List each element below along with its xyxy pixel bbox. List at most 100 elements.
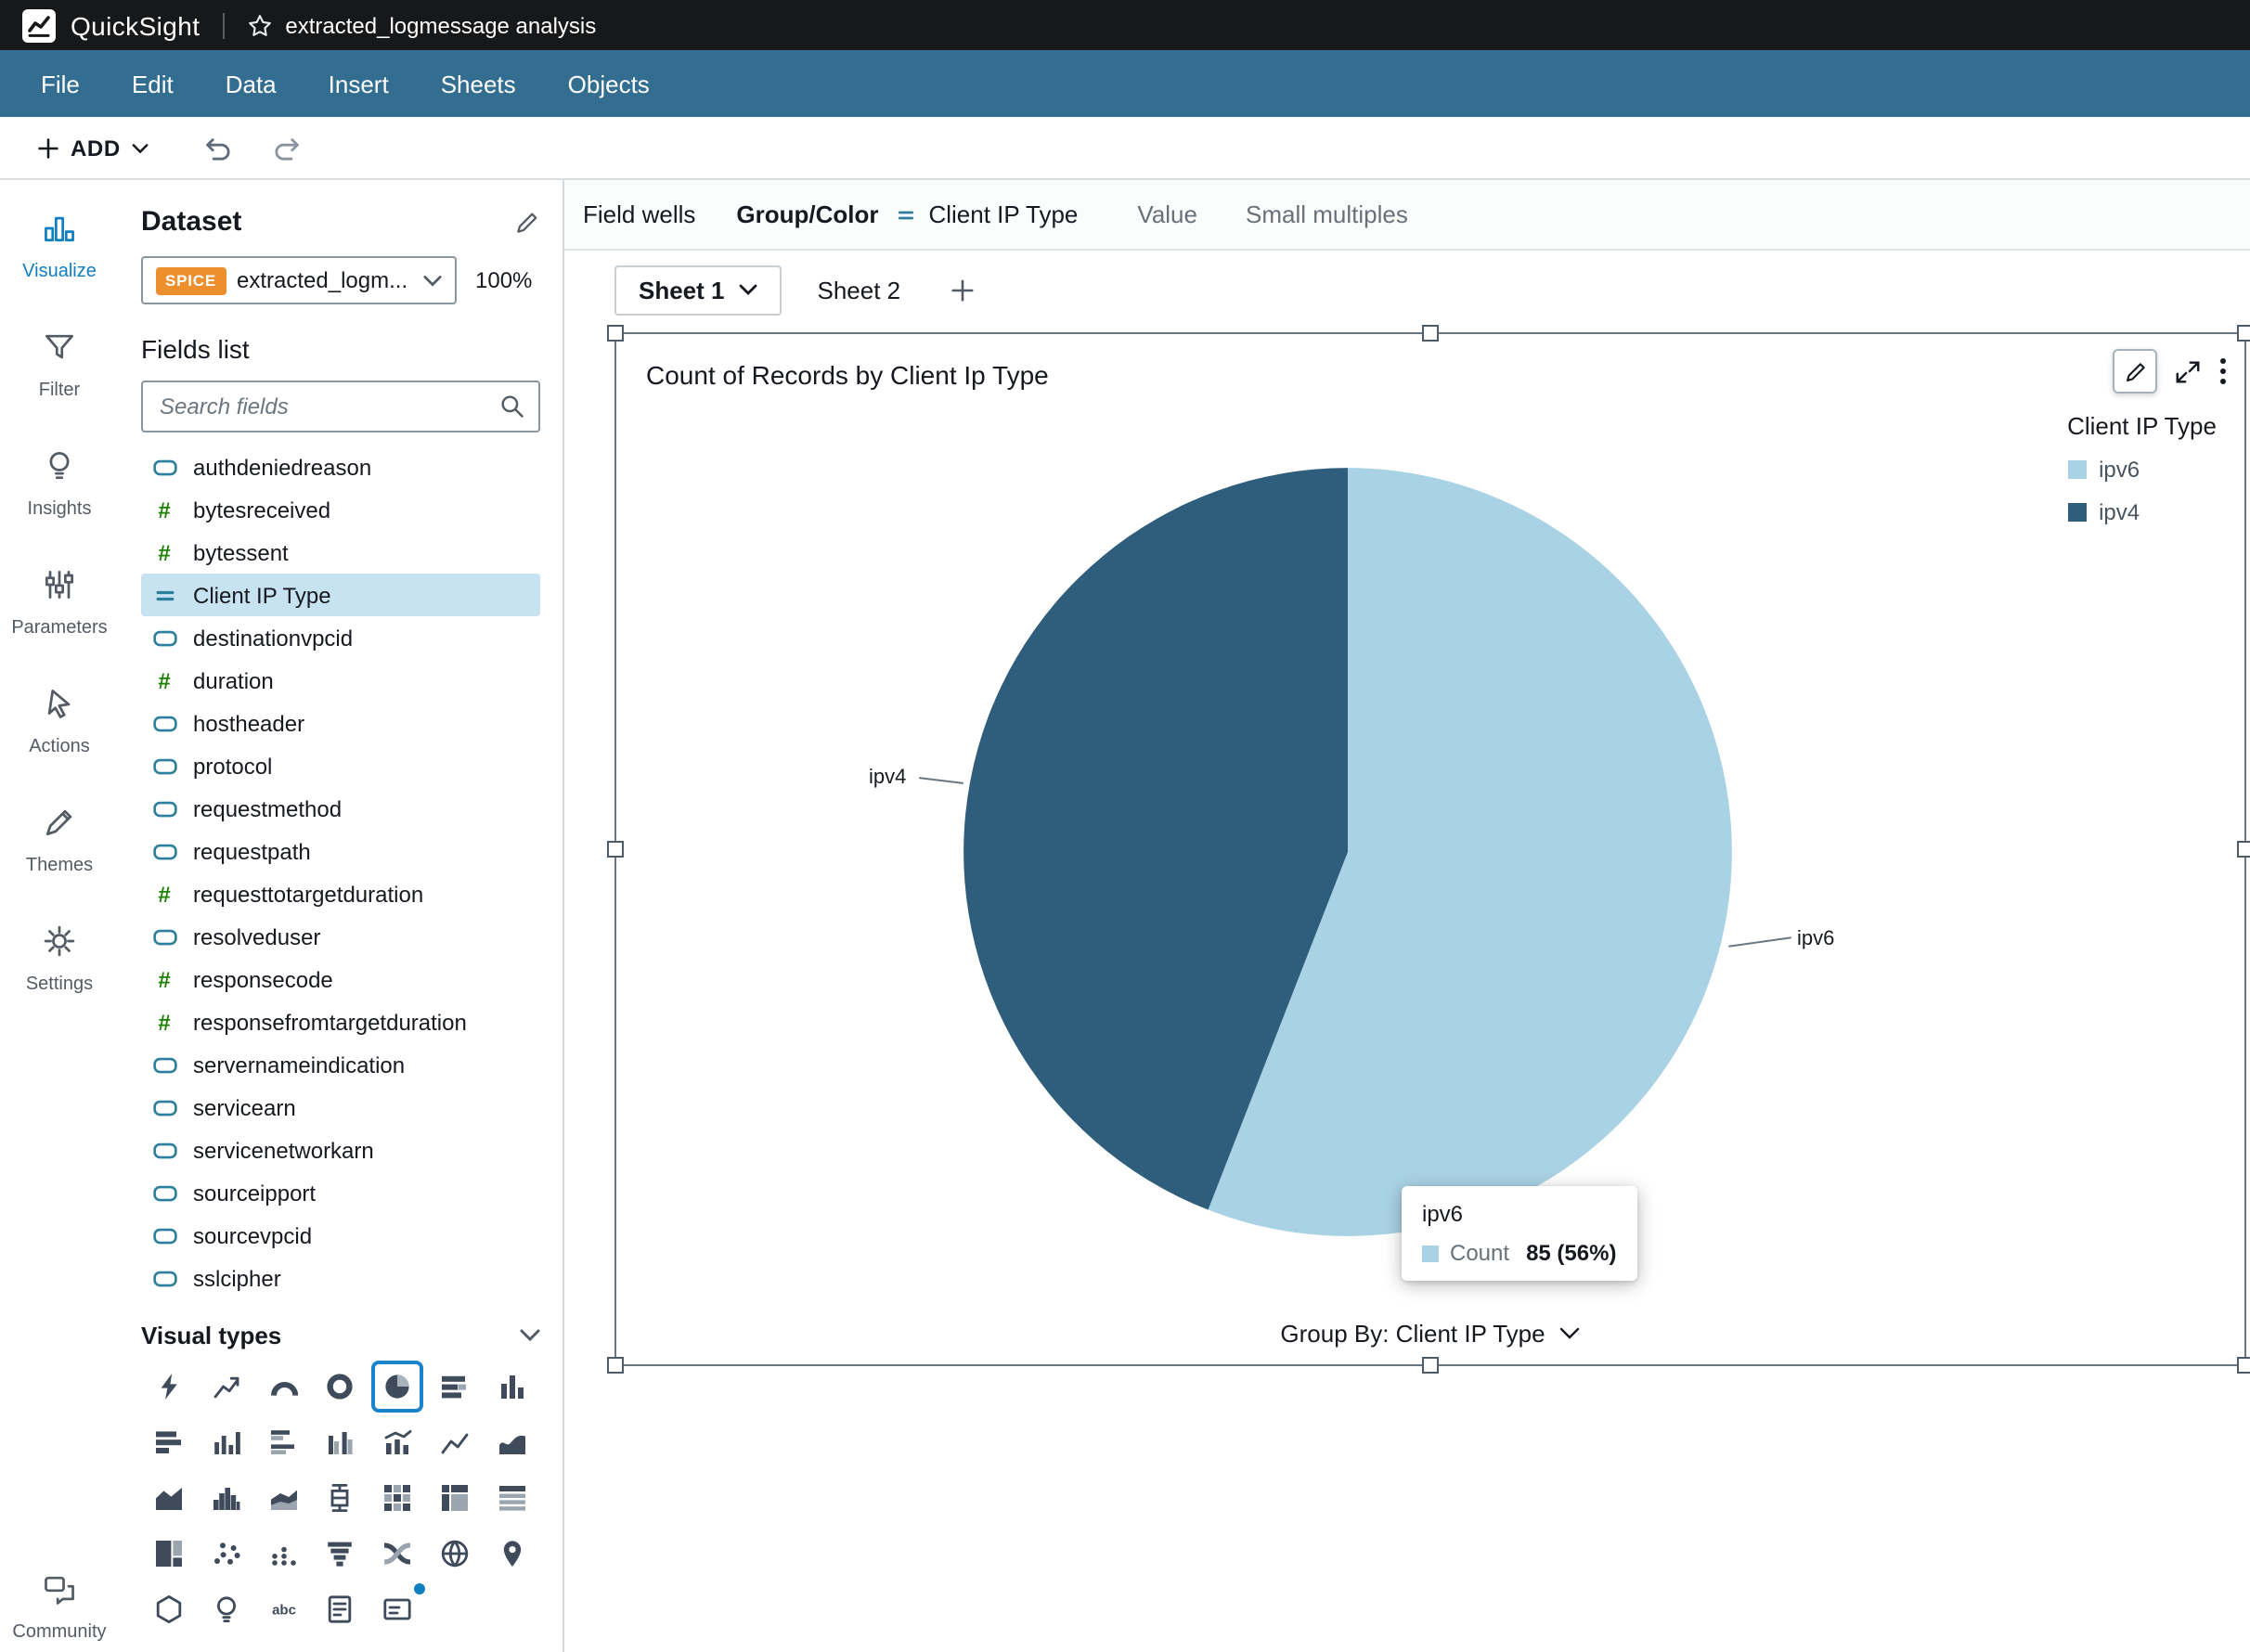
visual-type-stacked-area-icon[interactable] [262, 1476, 306, 1520]
visual-type-narrative-icon[interactable] [318, 1587, 363, 1632]
visual-type-bar-h-icon[interactable] [148, 1420, 192, 1465]
visual-type-donut-icon[interactable] [318, 1364, 363, 1409]
tab-sheet-2[interactable]: Sheet 2 [817, 276, 901, 303]
visual-type-pivot-table-icon[interactable] [433, 1476, 477, 1520]
field-item-protocol[interactable]: protocol [141, 744, 540, 787]
small-multiples-well-label[interactable]: Small multiples [1246, 200, 1408, 228]
visual-type-heatmap-icon[interactable] [375, 1476, 420, 1520]
visual-type-histogram-icon[interactable] [204, 1476, 249, 1520]
visual-type-insight-bulb-icon[interactable] [204, 1587, 249, 1632]
number-field-icon: # [158, 667, 171, 693]
pie-slice-ipv4[interactable] [963, 468, 1348, 1210]
visual-type-bar-v-icon[interactable] [489, 1364, 534, 1409]
pie-slice-ipv6[interactable] [1208, 468, 1732, 1236]
menu-sheets[interactable]: Sheets [440, 70, 516, 97]
nav-settings[interactable]: Settings [26, 923, 93, 995]
visual-type-pie-icon[interactable] [371, 1361, 424, 1413]
value-well-label[interactable]: Value [1137, 200, 1197, 228]
field-item-servernameindication[interactable]: servernameindication [141, 1043, 540, 1086]
visual-type-bar-h-multi-icon[interactable] [262, 1420, 306, 1465]
undo-button[interactable] [200, 134, 232, 161]
resize-handle[interactable] [607, 1357, 624, 1374]
menu-edit[interactable]: Edit [131, 70, 174, 97]
nav-filter[interactable]: Filter [39, 329, 80, 401]
maximize-visual-button[interactable] [2174, 357, 2202, 385]
menu-insert[interactable]: Insert [328, 70, 389, 97]
field-item-duration[interactable]: # duration [141, 659, 540, 702]
favorite-star-icon[interactable] [246, 12, 272, 38]
redo-button[interactable] [273, 134, 304, 161]
visual-type-gauge-icon[interactable] [262, 1364, 306, 1409]
field-item-responsecode[interactable]: # responsecode [141, 958, 540, 1000]
group-by-selector[interactable]: Group By: Client IP Type [616, 1320, 2244, 1348]
group-color-field-pill[interactable]: Client IP Type [895, 200, 1078, 228]
field-item-resolveduser[interactable]: resolveduser [141, 915, 540, 958]
add-sheet-button[interactable] [936, 270, 989, 309]
visual-type-trend-up-icon[interactable] [204, 1364, 249, 1409]
edit-visual-button[interactable] [2113, 349, 2157, 394]
menu-objects[interactable]: Objects [567, 70, 650, 97]
visual-type-funnel-icon[interactable] [318, 1531, 363, 1576]
visual-type-table-icon[interactable] [489, 1476, 534, 1520]
resize-handle[interactable] [2237, 1357, 2250, 1374]
resize-handle[interactable] [1422, 1357, 1439, 1374]
resize-handle[interactable] [2237, 841, 2250, 858]
visual-type-bar-v-paired-icon[interactable] [318, 1420, 363, 1465]
visual-type-filled-map-icon[interactable] [433, 1531, 477, 1576]
visual-type-bolt-icon[interactable] [148, 1364, 192, 1409]
visual-types-header[interactable]: Visual types [141, 1322, 540, 1349]
menu-data[interactable]: Data [225, 70, 277, 97]
field-item-servicearn[interactable]: servicearn [141, 1086, 540, 1129]
visual-type-points-map-icon[interactable] [489, 1531, 534, 1576]
field-item-requesttotargetduration[interactable]: # requesttotargetduration [141, 872, 540, 915]
tab-sheet-1[interactable]: Sheet 1 [614, 265, 782, 315]
field-item-responsefromtargetduration[interactable]: # responsefromtargetduration [141, 1000, 540, 1043]
nav-community[interactable]: Community [12, 1570, 107, 1643]
nav-themes[interactable]: Themes [26, 804, 93, 876]
visual-type-area-icon[interactable] [148, 1476, 192, 1520]
field-item-sslcipher[interactable]: sslcipher [141, 1257, 540, 1299]
visual-type-bar-v-small-icon[interactable] [204, 1420, 249, 1465]
visual-type-bar-h-stacked-icon[interactable] [433, 1364, 477, 1409]
field-item-hostheader[interactable]: hostheader [141, 702, 540, 744]
field-item-sourcevpcid[interactable]: sourcevpcid [141, 1214, 540, 1257]
field-item-client-ip-type[interactable]: Client IP Type [141, 574, 540, 616]
visual-type-kpi-icon[interactable] [375, 1583, 426, 1632]
nav-actions[interactable]: Actions [29, 685, 90, 757]
nav-parameters[interactable]: Parameters [11, 566, 108, 639]
dataset-select[interactable]: SPICE extracted_logm... [141, 256, 457, 304]
resize-handle[interactable] [1422, 325, 1439, 342]
visual-type-sankey-icon[interactable] [375, 1531, 420, 1576]
menu-file[interactable]: File [41, 70, 80, 97]
group-color-well[interactable]: Group/Color Client IP Type [736, 200, 1078, 228]
resize-handle[interactable] [2237, 325, 2250, 342]
visual-type-dot-plot-icon[interactable] [262, 1531, 306, 1576]
resize-handle[interactable] [607, 841, 624, 858]
field-item-servicenetworkarn[interactable]: servicenetworkarn [141, 1129, 540, 1171]
add-button[interactable]: ADD [26, 133, 160, 162]
resize-handle[interactable] [607, 325, 624, 342]
field-item-destinationvpcid[interactable]: destinationvpcid [141, 616, 540, 659]
visual-type-combo-icon[interactable] [375, 1420, 420, 1465]
field-item-requestmethod[interactable]: requestmethod [141, 787, 540, 830]
visual-card[interactable]: Count of Records by Client Ip Type [607, 325, 2250, 1374]
edit-dataset-button[interactable] [514, 209, 540, 235]
legend-item-ipv4[interactable]: ipv4 [2067, 499, 2217, 525]
visual-type-word-cloud-icon[interactable]: abc [262, 1587, 306, 1632]
visual-type-line-icon[interactable] [433, 1420, 477, 1465]
field-item-sourceipport[interactable]: sourceipport [141, 1171, 540, 1214]
visual-type-box-plot-icon[interactable] [318, 1476, 363, 1520]
visual-type-area-smooth-icon[interactable] [489, 1420, 534, 1465]
nav-visualize[interactable]: Visualize [22, 210, 97, 282]
field-item-requestpath[interactable]: requestpath [141, 830, 540, 872]
visual-type-hex-icon[interactable] [148, 1587, 192, 1632]
search-fields-input[interactable] [141, 381, 540, 432]
nav-insights[interactable]: Insights [28, 447, 91, 520]
field-item-bytessent[interactable]: # bytessent [141, 531, 540, 574]
field-item-authdeniedreason[interactable]: authdeniedreason [141, 445, 540, 488]
visual-type-treemap-icon[interactable] [148, 1531, 192, 1576]
field-item-bytesreceived[interactable]: # bytesreceived [141, 488, 540, 531]
visual-type-scatter-icon[interactable] [204, 1531, 249, 1576]
visual-menu-button[interactable] [2218, 356, 2228, 386]
legend-item-ipv6[interactable]: ipv6 [2067, 457, 2217, 483]
